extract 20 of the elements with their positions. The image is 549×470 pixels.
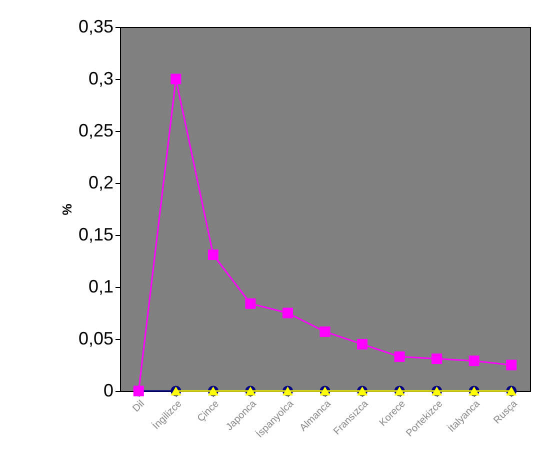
y-tick-label: 0,05 <box>78 328 114 348</box>
y-tick-label: 0,35 <box>78 16 114 36</box>
point <box>282 308 293 318</box>
point <box>245 298 256 309</box>
point <box>394 351 405 362</box>
x-tick-label: Dil <box>130 398 147 415</box>
y-tick-label: 0,1 <box>88 276 114 296</box>
point <box>506 360 517 370</box>
point <box>468 356 480 366</box>
y-tick-label: 0 <box>103 380 114 400</box>
y-tick-label: 0,15 <box>78 224 114 244</box>
point <box>432 354 442 364</box>
point <box>170 74 182 84</box>
y-tick-label: 0,25 <box>78 120 114 140</box>
point <box>320 326 330 337</box>
point <box>208 250 218 260</box>
point <box>357 338 368 350</box>
y-tick-label: 0,2 <box>88 172 114 192</box>
y-tick-label: 0,3 <box>88 68 114 88</box>
y-axis-title: % <box>59 203 74 216</box>
